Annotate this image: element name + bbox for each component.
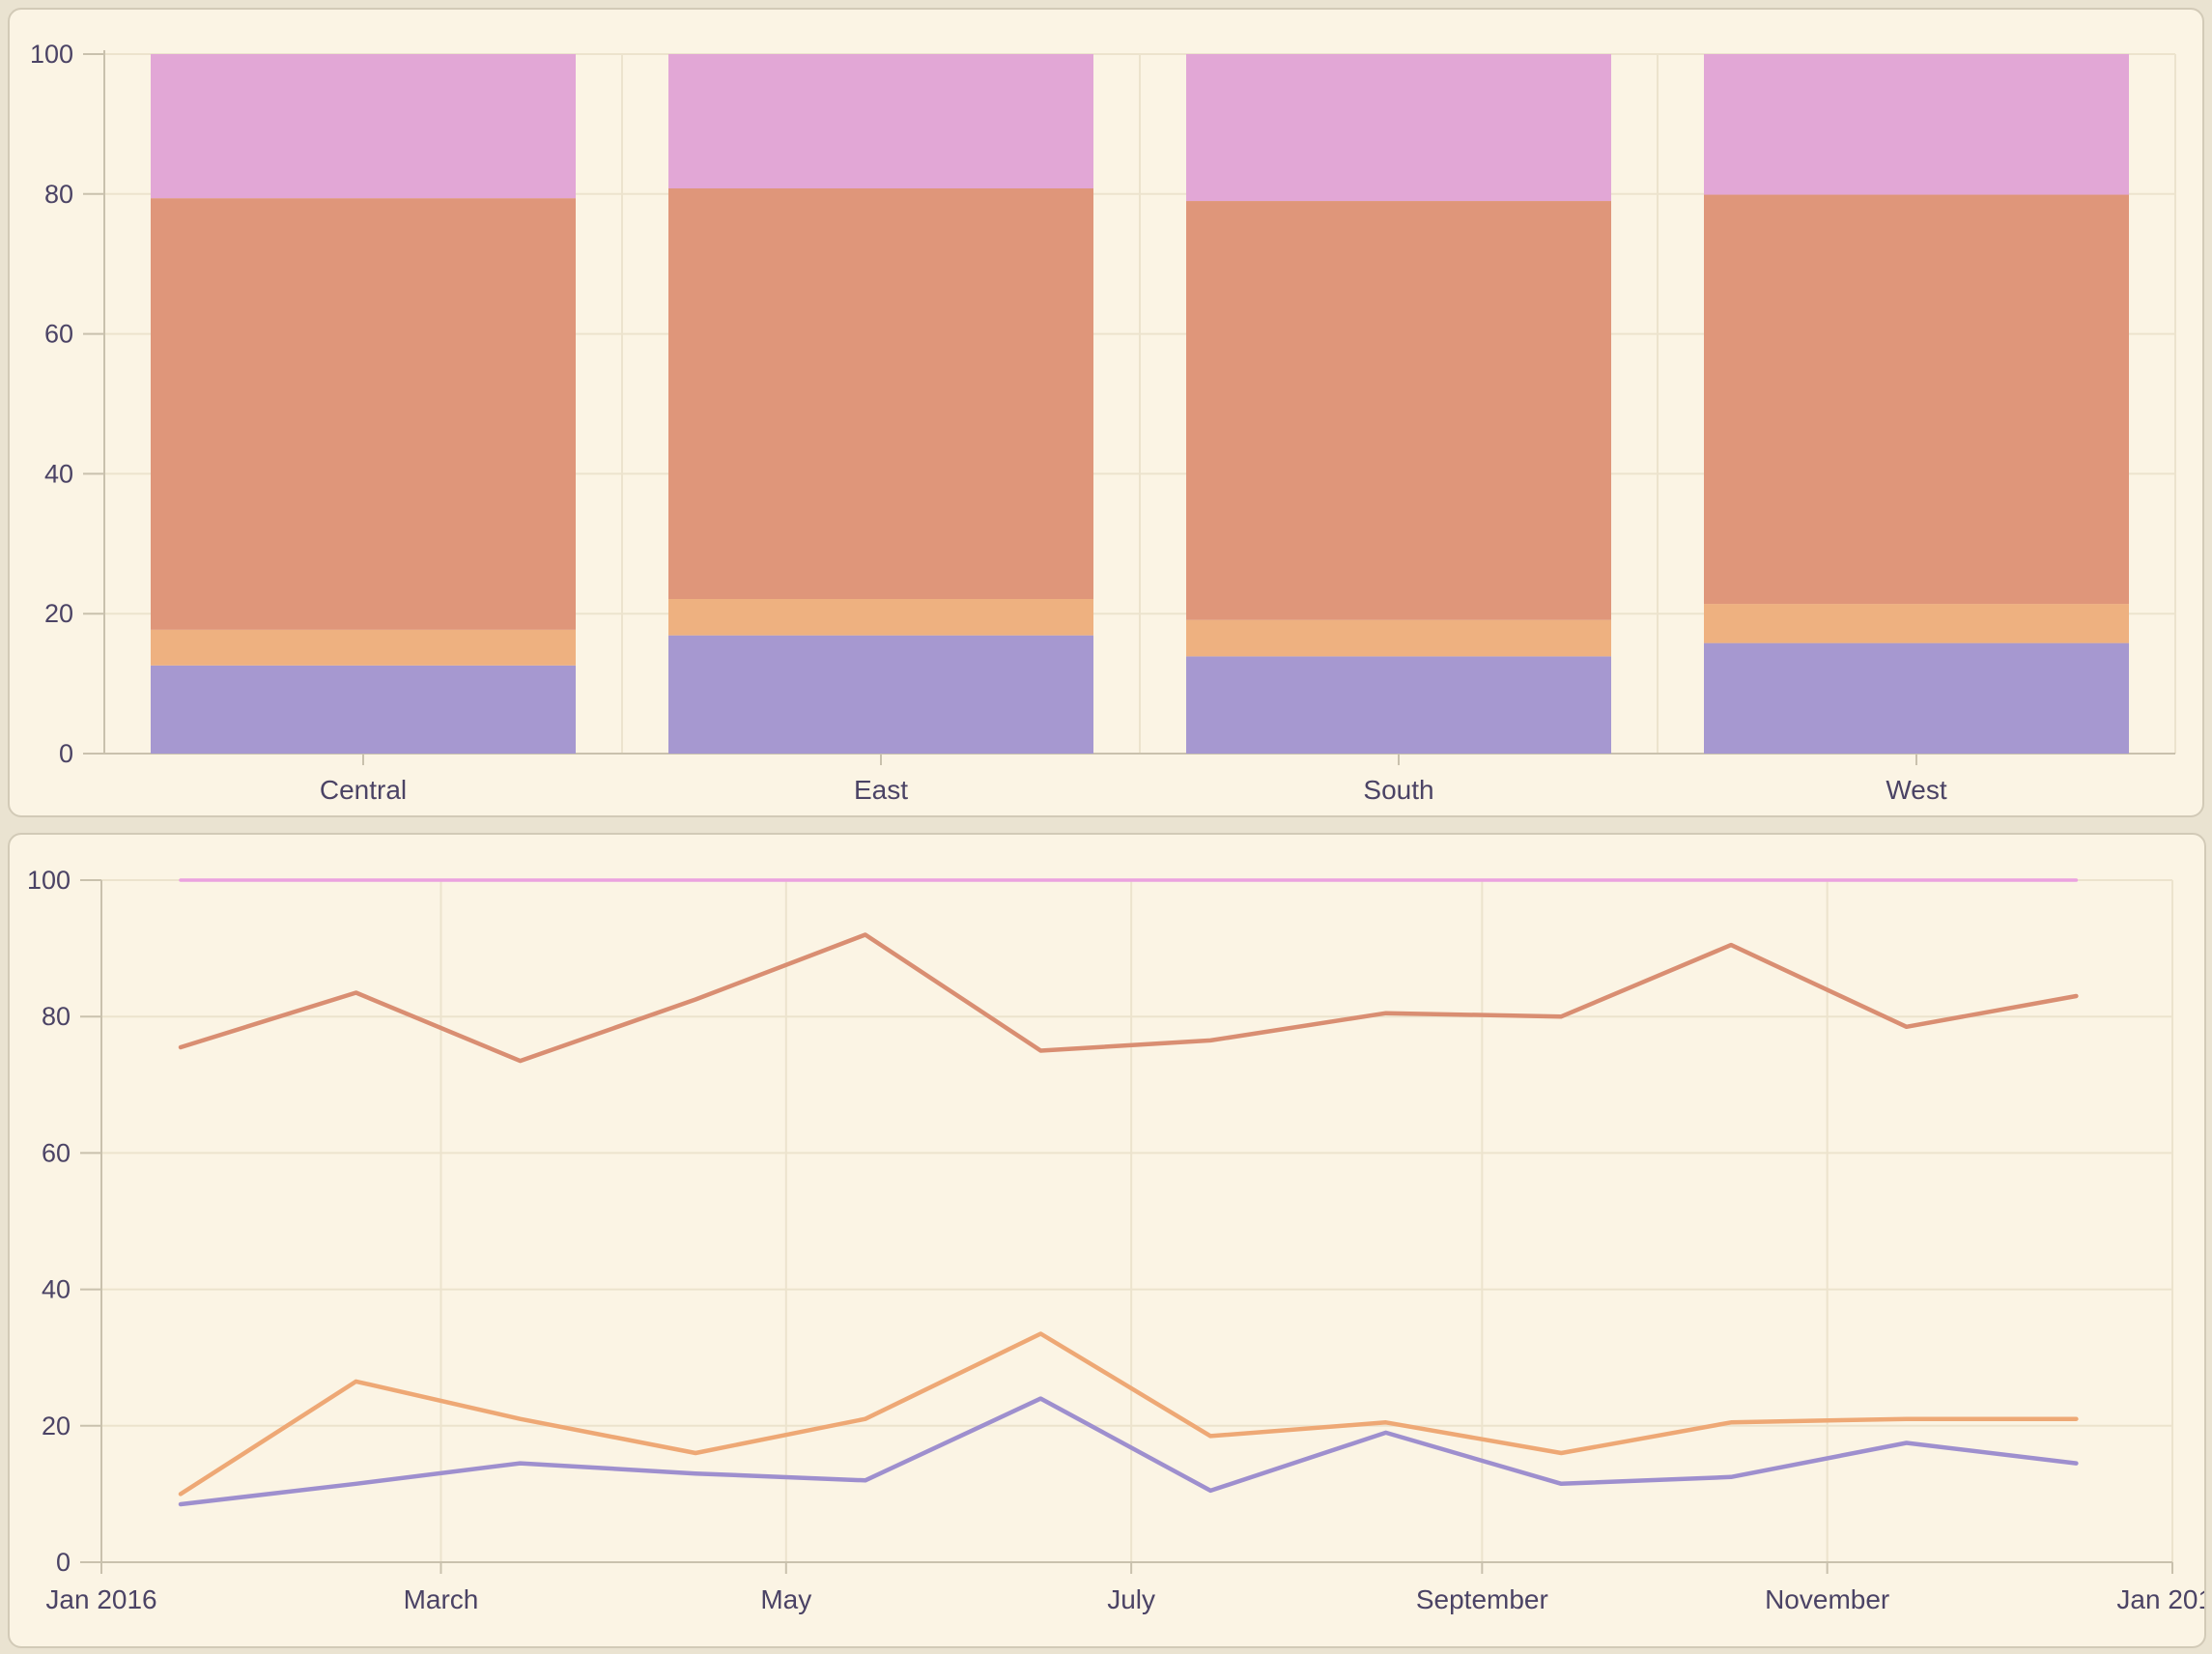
x-axis-tick-label: Jan 2017	[2116, 1584, 2204, 1614]
line-series-purple	[178, 1396, 2079, 1507]
category-label: Central	[320, 775, 407, 805]
y-axis-tick-label: 0	[59, 739, 73, 768]
bar-segment-purple	[668, 635, 1093, 754]
y-axis-tick-label: 40	[44, 459, 73, 488]
bar-segment-pink	[1704, 54, 2129, 195]
bar-segment-salmon	[1186, 201, 1611, 620]
y-axis-tick-label: 60	[42, 1138, 71, 1167]
x-axis-tick-label: September	[1416, 1584, 1548, 1614]
line-series-salmon	[178, 932, 2079, 1064]
bar-segment-salmon	[1704, 194, 2129, 605]
y-axis-tick-label: 100	[27, 866, 71, 895]
bar-segment-light-orange	[668, 598, 1093, 636]
stacked-bar-chart-panel: 0 20 40 60 80 100 Central East South West	[8, 8, 2204, 817]
bar-segment-pink	[668, 54, 1093, 189]
category-label: West	[1886, 775, 1946, 805]
line-chart: 0 20 40 60 80 100 Jan 2016 March May July Septembe…	[27, 866, 2204, 1614]
y-axis-tick-label: 60	[44, 320, 73, 349]
y-axis-tick-label: 80	[42, 1002, 71, 1031]
x-axis-tick-label: March	[404, 1584, 479, 1614]
category-label: East	[854, 775, 908, 805]
bar-segment-purple	[1704, 642, 2129, 754]
y-axis-tick-label: 20	[42, 1412, 71, 1440]
x-axis-tick-label: Jan 2016	[45, 1584, 156, 1614]
bar-segment-light-orange	[1186, 619, 1611, 657]
bar-segment-pink	[151, 54, 576, 199]
x-axis-tick-label: May	[760, 1584, 811, 1614]
x-axis-tick-label: November	[1765, 1584, 1889, 1614]
bar-segment-purple	[151, 665, 576, 754]
y-axis-tick-label: 40	[42, 1275, 71, 1304]
bar-segment-salmon	[668, 188, 1093, 599]
bar-segment-light-orange	[151, 629, 576, 666]
y-axis-tick-label: 20	[44, 599, 73, 628]
x-axis-tick-label: July	[1107, 1584, 1155, 1614]
line-chart-panel: 0 20 40 60 80 100 Jan 2016 March May July Septembe…	[8, 833, 2206, 1648]
y-axis-tick-label: 100	[30, 40, 73, 69]
bar-segment-salmon	[151, 198, 576, 630]
category-label: South	[1363, 775, 1433, 805]
bar-segment-light-orange	[1704, 604, 2129, 643]
stacked-bar-chart: 0 20 40 60 80 100 Central East South West	[30, 40, 2176, 805]
y-axis-tick-label: 80	[44, 180, 73, 209]
y-axis-tick-label: 0	[56, 1548, 71, 1577]
bar-segment-pink	[1186, 54, 1611, 202]
bar-segment-purple	[1186, 656, 1611, 754]
line-series-light-orange	[178, 1331, 2079, 1497]
